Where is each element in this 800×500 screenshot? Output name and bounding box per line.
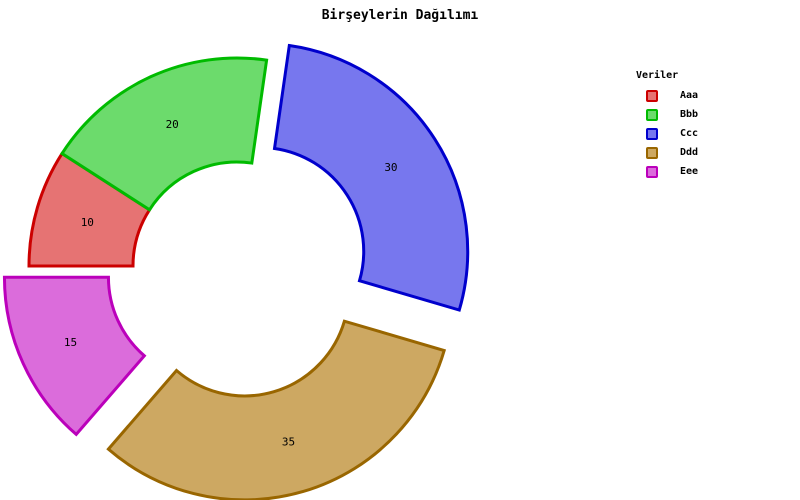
legend-label-ddd: Ddd [680, 147, 699, 158]
legend-swatch-ccc [646, 127, 658, 140]
legend-item-aaa: Aaa [636, 86, 698, 105]
slice-ddd [106, 319, 447, 500]
legend: Veriler Aaa Bbb Ccc Ddd Eee [636, 70, 698, 181]
legend-label-ccc: Ccc [680, 128, 699, 139]
slice-bbb [59, 56, 269, 212]
legend-item-ccc: Ccc [636, 124, 698, 143]
legend-swatch-bbb [646, 108, 658, 121]
legend-item-eee: Eee [636, 162, 698, 181]
slice-value-label-ccc: 30 [384, 161, 397, 174]
slice-ccc [272, 43, 470, 312]
legend-title: Veriler [636, 70, 679, 81]
legend-label-aaa: Aaa [680, 90, 699, 101]
chart-title: Birşeylerin Dağılımı [321, 8, 479, 23]
slice-value-label-bbb: 20 [166, 118, 179, 131]
legend-swatch-ddd [646, 146, 658, 159]
legend-swatch-aaa [646, 89, 658, 102]
legend-label-bbb: Bbb [680, 109, 699, 120]
slice-value-label-aaa: 10 [81, 216, 94, 229]
slice-value-label-ddd: 35 [282, 436, 295, 449]
legend-item-ddd: Ddd [636, 143, 698, 162]
slice-eee [2, 275, 147, 437]
slice-value-label-eee: 15 [64, 336, 77, 349]
legend-swatch-eee [646, 165, 658, 178]
legend-label-eee: Eee [680, 166, 699, 177]
legend-item-bbb: Bbb [636, 105, 698, 124]
legend-items: Aaa Bbb Ccc Ddd Eee [636, 86, 698, 181]
